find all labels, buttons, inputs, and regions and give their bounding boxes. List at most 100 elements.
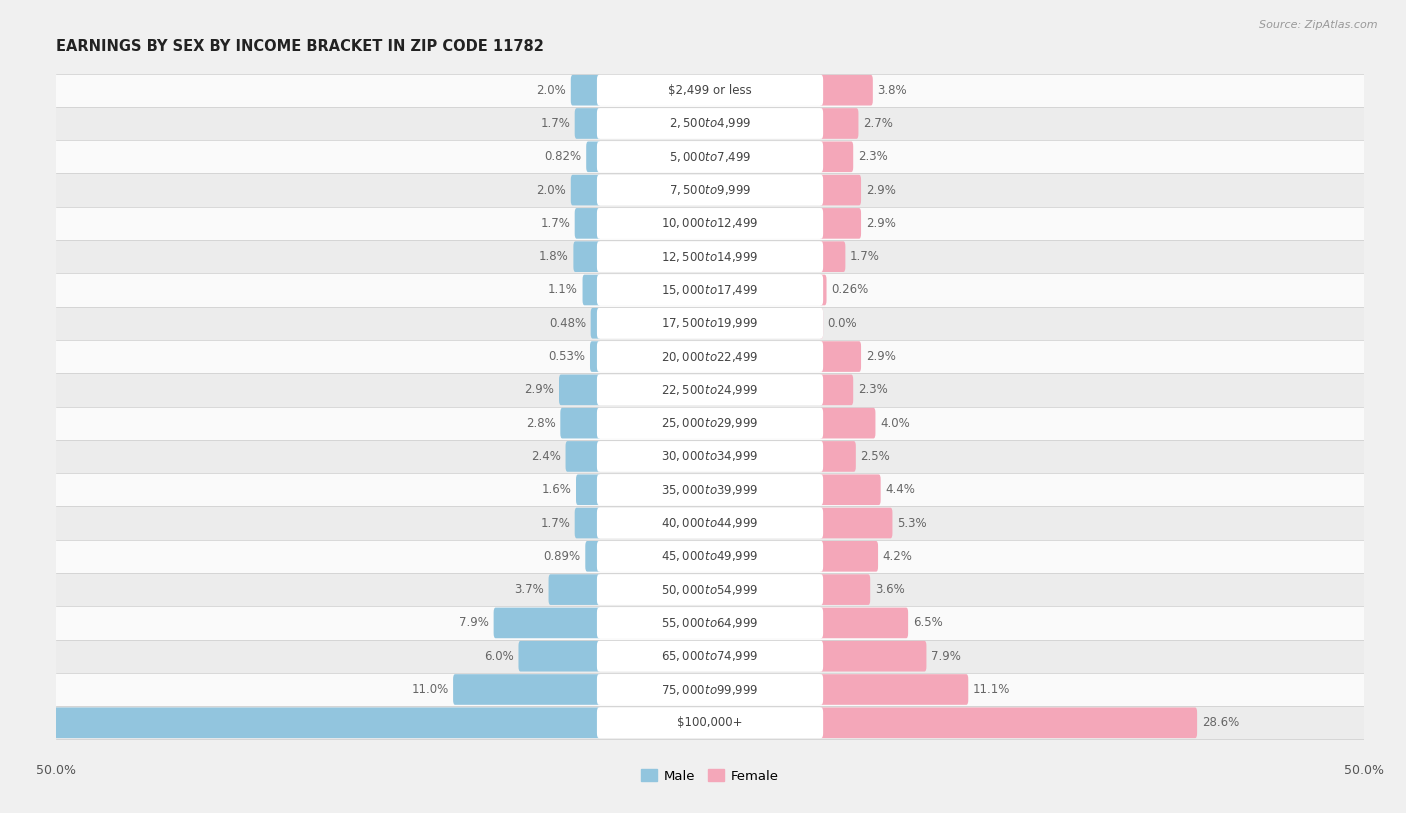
FancyBboxPatch shape: [575, 507, 600, 538]
FancyBboxPatch shape: [820, 507, 893, 538]
FancyBboxPatch shape: [820, 607, 908, 638]
FancyBboxPatch shape: [582, 275, 600, 306]
Text: 2.5%: 2.5%: [860, 450, 890, 463]
Bar: [56, 606, 1364, 640]
Text: $50,000 to $54,999: $50,000 to $54,999: [661, 583, 759, 597]
Bar: [56, 573, 1364, 606]
Text: 2.8%: 2.8%: [526, 416, 555, 429]
Text: 6.0%: 6.0%: [484, 650, 515, 663]
FancyBboxPatch shape: [565, 441, 600, 472]
FancyBboxPatch shape: [575, 208, 600, 239]
FancyBboxPatch shape: [820, 308, 823, 338]
Text: 2.3%: 2.3%: [858, 384, 887, 397]
FancyBboxPatch shape: [598, 674, 823, 705]
FancyBboxPatch shape: [561, 408, 600, 438]
FancyBboxPatch shape: [598, 108, 823, 139]
Bar: [56, 440, 1364, 473]
Text: 1.8%: 1.8%: [538, 250, 569, 263]
FancyBboxPatch shape: [820, 641, 927, 672]
Text: 11.0%: 11.0%: [412, 683, 449, 696]
Text: $35,000 to $39,999: $35,000 to $39,999: [661, 483, 759, 497]
Text: 2.9%: 2.9%: [866, 184, 896, 197]
Text: $40,000 to $44,999: $40,000 to $44,999: [661, 516, 759, 530]
Text: $2,500 to $4,999: $2,500 to $4,999: [669, 116, 751, 131]
Text: 1.7%: 1.7%: [540, 117, 569, 130]
Text: 2.3%: 2.3%: [858, 150, 887, 163]
Bar: [56, 73, 1364, 107]
FancyBboxPatch shape: [820, 574, 870, 605]
FancyBboxPatch shape: [598, 308, 823, 338]
Bar: [56, 640, 1364, 673]
Text: $30,000 to $34,999: $30,000 to $34,999: [661, 450, 759, 463]
FancyBboxPatch shape: [598, 75, 823, 106]
Text: 2.9%: 2.9%: [524, 384, 554, 397]
FancyBboxPatch shape: [519, 641, 600, 672]
Bar: [56, 340, 1364, 373]
Bar: [56, 506, 1364, 540]
FancyBboxPatch shape: [820, 141, 853, 172]
FancyBboxPatch shape: [591, 308, 600, 338]
Text: 3.7%: 3.7%: [515, 583, 544, 596]
Text: $25,000 to $29,999: $25,000 to $29,999: [661, 416, 759, 430]
FancyBboxPatch shape: [571, 75, 600, 106]
Bar: [56, 673, 1364, 706]
FancyBboxPatch shape: [820, 707, 1197, 738]
Text: 0.82%: 0.82%: [544, 150, 582, 163]
FancyBboxPatch shape: [598, 175, 823, 206]
FancyBboxPatch shape: [598, 475, 823, 505]
Text: $10,000 to $12,499: $10,000 to $12,499: [661, 216, 759, 230]
FancyBboxPatch shape: [598, 141, 823, 172]
Text: $75,000 to $99,999: $75,000 to $99,999: [661, 682, 759, 697]
FancyBboxPatch shape: [598, 507, 823, 538]
Bar: [56, 406, 1364, 440]
Bar: [56, 273, 1364, 307]
Text: $100,000+: $100,000+: [678, 716, 742, 729]
FancyBboxPatch shape: [820, 674, 969, 705]
FancyBboxPatch shape: [820, 341, 860, 372]
Text: $55,000 to $64,999: $55,000 to $64,999: [661, 616, 759, 630]
Text: $17,500 to $19,999: $17,500 to $19,999: [661, 316, 759, 330]
Text: 1.7%: 1.7%: [851, 250, 880, 263]
Legend: Male, Female: Male, Female: [636, 764, 785, 788]
FancyBboxPatch shape: [598, 441, 823, 472]
FancyBboxPatch shape: [598, 341, 823, 372]
Text: 6.5%: 6.5%: [912, 616, 942, 629]
Text: 0.0%: 0.0%: [828, 317, 858, 330]
Text: 0.26%: 0.26%: [831, 284, 869, 297]
Text: 1.6%: 1.6%: [541, 483, 571, 496]
FancyBboxPatch shape: [820, 75, 873, 106]
Text: 2.4%: 2.4%: [531, 450, 561, 463]
FancyBboxPatch shape: [598, 375, 823, 405]
Text: 4.0%: 4.0%: [880, 416, 910, 429]
Text: 5.3%: 5.3%: [897, 516, 927, 529]
Bar: [56, 540, 1364, 573]
Text: $5,000 to $7,499: $5,000 to $7,499: [669, 150, 751, 163]
FancyBboxPatch shape: [820, 108, 859, 139]
Text: 0.89%: 0.89%: [544, 550, 581, 563]
Text: $65,000 to $74,999: $65,000 to $74,999: [661, 650, 759, 663]
Text: EARNINGS BY SEX BY INCOME BRACKET IN ZIP CODE 11782: EARNINGS BY SEX BY INCOME BRACKET IN ZIP…: [56, 38, 544, 54]
FancyBboxPatch shape: [548, 574, 600, 605]
Text: $20,000 to $22,499: $20,000 to $22,499: [661, 350, 759, 363]
FancyBboxPatch shape: [576, 475, 600, 505]
Text: 3.6%: 3.6%: [875, 583, 904, 596]
FancyBboxPatch shape: [453, 674, 600, 705]
Text: 2.0%: 2.0%: [537, 84, 567, 97]
Bar: [56, 207, 1364, 240]
Bar: [56, 307, 1364, 340]
Text: $12,500 to $14,999: $12,500 to $14,999: [661, 250, 759, 263]
FancyBboxPatch shape: [598, 408, 823, 438]
Text: 4.4%: 4.4%: [886, 483, 915, 496]
Text: 0.48%: 0.48%: [548, 317, 586, 330]
FancyBboxPatch shape: [575, 108, 600, 139]
Bar: [56, 140, 1364, 173]
FancyBboxPatch shape: [598, 241, 823, 272]
FancyBboxPatch shape: [820, 541, 879, 572]
Text: $7,500 to $9,999: $7,500 to $9,999: [669, 183, 751, 197]
Text: 2.9%: 2.9%: [866, 217, 896, 230]
Bar: [56, 373, 1364, 406]
Text: Source: ZipAtlas.com: Source: ZipAtlas.com: [1260, 20, 1378, 30]
FancyBboxPatch shape: [560, 375, 600, 405]
FancyBboxPatch shape: [820, 241, 845, 272]
FancyBboxPatch shape: [820, 475, 880, 505]
